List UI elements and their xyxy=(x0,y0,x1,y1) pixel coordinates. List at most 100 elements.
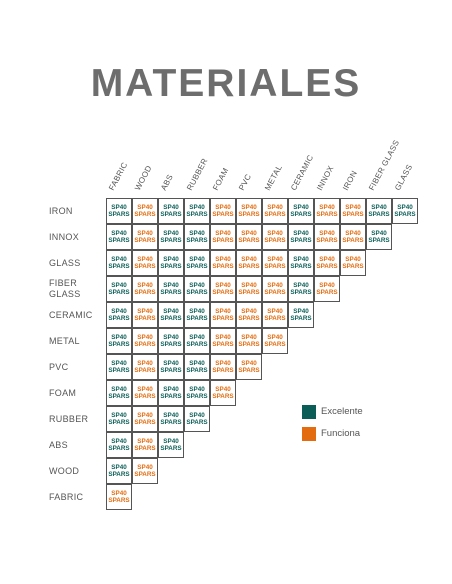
product-spars: SPARS xyxy=(186,211,208,218)
product-spars: SPARS xyxy=(108,497,130,504)
grid-cell: SP40 SPARS xyxy=(262,302,288,328)
grid-cell: SP40 SPARS xyxy=(132,198,158,224)
grid-cell: SP40 SPARS xyxy=(184,250,210,276)
grid-cell: SP40 SPARS xyxy=(158,276,184,302)
column-header-pvc: PVC xyxy=(237,172,254,192)
product-sp40: SP40 xyxy=(345,229,361,237)
grid-cell: SP40 SPARS xyxy=(236,328,262,354)
product-sp40: SP40 xyxy=(111,359,127,367)
grid-cell: SP40 SPARS xyxy=(236,302,262,328)
product-sp40: SP40 xyxy=(267,281,283,289)
row-label-foam: FOAM xyxy=(49,387,77,398)
grid-cell: SP40 SPARS xyxy=(236,224,262,250)
grid-cell: SP40 SPARS xyxy=(106,432,132,458)
grid-cell: SP40 SPARS xyxy=(132,406,158,432)
row-label-ceramic: CERAMIC xyxy=(49,309,93,320)
product-spars: SPARS xyxy=(160,419,182,426)
product-spars: SPARS xyxy=(108,393,130,400)
grid-cell: SP40 SPARS xyxy=(184,276,210,302)
product-sp40: SP40 xyxy=(163,411,179,419)
grid-cell: SP40 SPARS xyxy=(262,198,288,224)
row-label-wood: WOOD xyxy=(49,465,80,476)
product-spars: SPARS xyxy=(238,211,260,218)
grid-cell: SP40 SPARS xyxy=(106,354,132,380)
product-spars: SPARS xyxy=(316,289,338,296)
product-spars: SPARS xyxy=(394,211,416,218)
grid-cell: SP40 SPARS xyxy=(288,198,314,224)
row-label-iron: IRON xyxy=(49,205,73,216)
product-spars: SPARS xyxy=(264,341,286,348)
grid-cell: SP40 SPARS xyxy=(210,224,236,250)
grid-cell: SP40 SPARS xyxy=(132,328,158,354)
product-spars: SPARS xyxy=(238,289,260,296)
product-sp40: SP40 xyxy=(111,255,127,263)
grid-cell: SP40 SPARS xyxy=(288,302,314,328)
product-sp40: SP40 xyxy=(163,229,179,237)
grid-cell: SP40 SPARS xyxy=(184,302,210,328)
grid-cell: SP40 SPARS xyxy=(106,198,132,224)
product-spars: SPARS xyxy=(108,445,130,452)
grid-cell: SP40 SPARS xyxy=(158,406,184,432)
product-spars: SPARS xyxy=(108,367,130,374)
product-sp40: SP40 xyxy=(189,359,205,367)
product-spars: SPARS xyxy=(160,237,182,244)
product-spars: SPARS xyxy=(368,211,390,218)
product-spars: SPARS xyxy=(264,211,286,218)
product-sp40: SP40 xyxy=(137,281,153,289)
row-label-fiber-glass: FIBER GLASS xyxy=(49,278,81,299)
grid-cell: SP40 SPARS xyxy=(132,380,158,406)
product-spars: SPARS xyxy=(186,341,208,348)
product-sp40: SP40 xyxy=(241,203,257,211)
product-sp40: SP40 xyxy=(137,333,153,341)
product-sp40: SP40 xyxy=(215,307,231,315)
product-sp40: SP40 xyxy=(397,203,413,211)
product-spars: SPARS xyxy=(264,289,286,296)
product-sp40: SP40 xyxy=(371,229,387,237)
product-spars: SPARS xyxy=(186,237,208,244)
product-spars: SPARS xyxy=(160,393,182,400)
grid-cell: SP40 SPARS xyxy=(236,198,262,224)
column-header-rubber: RUBBER xyxy=(185,156,210,192)
legend-label-funciona: Funciona xyxy=(321,428,361,439)
product-sp40: SP40 xyxy=(137,411,153,419)
grid-cell: SP40 SPARS xyxy=(340,250,366,276)
product-sp40: SP40 xyxy=(241,359,257,367)
product-spars: SPARS xyxy=(212,367,234,374)
grid-cell: SP40 SPARS xyxy=(132,432,158,458)
product-sp40: SP40 xyxy=(345,203,361,211)
grid-cell: SP40 SPARS xyxy=(158,354,184,380)
product-spars: SPARS xyxy=(212,263,234,270)
product-spars: SPARS xyxy=(134,341,156,348)
product-spars: SPARS xyxy=(160,263,182,270)
grid-cell: SP40 SPARS xyxy=(288,276,314,302)
product-sp40: SP40 xyxy=(163,385,179,393)
product-spars: SPARS xyxy=(134,419,156,426)
product-sp40: SP40 xyxy=(163,203,179,211)
product-spars: SPARS xyxy=(238,341,260,348)
product-sp40: SP40 xyxy=(215,333,231,341)
product-sp40: SP40 xyxy=(267,255,283,263)
product-spars: SPARS xyxy=(108,211,130,218)
row-label-abs: ABS xyxy=(49,439,68,450)
product-spars: SPARS xyxy=(212,393,234,400)
product-sp40: SP40 xyxy=(241,229,257,237)
product-sp40: SP40 xyxy=(293,255,309,263)
product-sp40: SP40 xyxy=(163,359,179,367)
product-spars: SPARS xyxy=(316,211,338,218)
product-sp40: SP40 xyxy=(111,281,127,289)
grid-cell: SP40 SPARS xyxy=(132,302,158,328)
grid-cell: SP40 SPARS xyxy=(158,432,184,458)
grid-cell: SP40 SPARS xyxy=(210,198,236,224)
grid-cell: SP40 SPARS xyxy=(236,250,262,276)
row-label-fabric: FABRIC xyxy=(49,491,84,502)
grid-cell: SP40 SPARS xyxy=(366,198,392,224)
grid-cell: SP40 SPARS xyxy=(262,224,288,250)
product-spars: SPARS xyxy=(238,263,260,270)
product-sp40: SP40 xyxy=(189,255,205,263)
product-spars: SPARS xyxy=(290,289,312,296)
product-spars: SPARS xyxy=(212,341,234,348)
grid-cell: SP40 SPARS xyxy=(158,250,184,276)
product-sp40: SP40 xyxy=(137,359,153,367)
product-sp40: SP40 xyxy=(189,307,205,315)
product-spars: SPARS xyxy=(134,237,156,244)
